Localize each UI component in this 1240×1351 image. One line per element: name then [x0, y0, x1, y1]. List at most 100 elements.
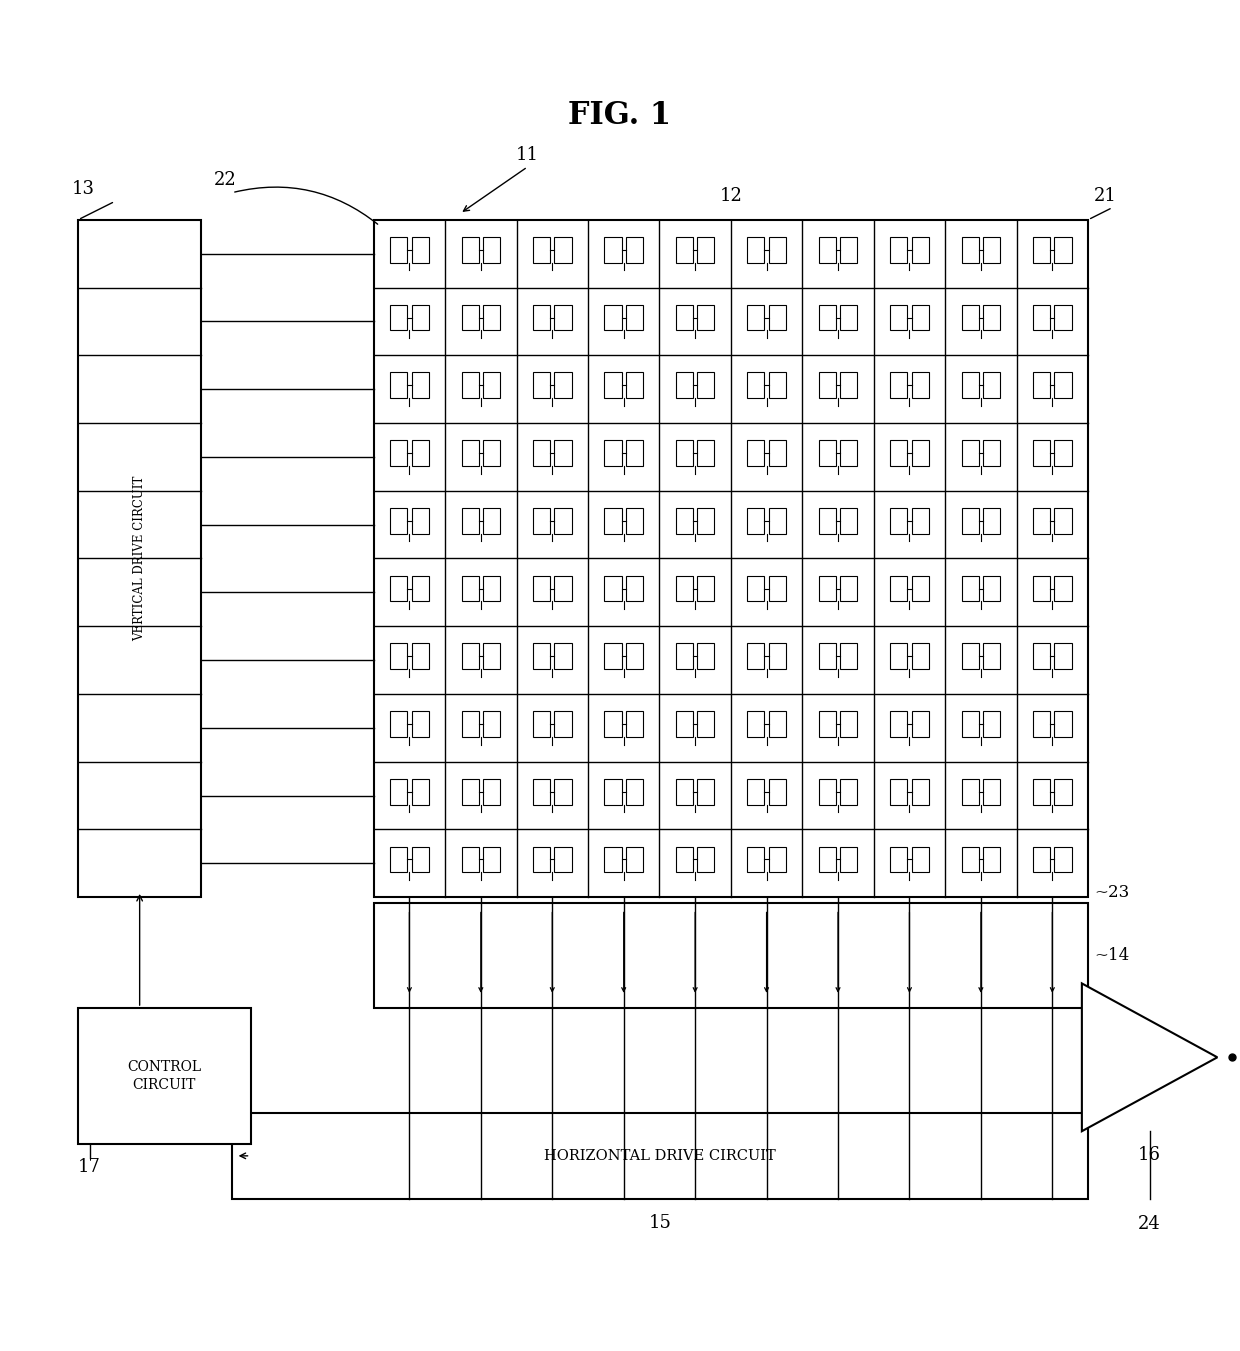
- Bar: [911, 847, 929, 873]
- Bar: [626, 780, 644, 805]
- Bar: [748, 508, 764, 534]
- Bar: [697, 440, 714, 466]
- Bar: [533, 780, 551, 805]
- Text: 24: 24: [1138, 1215, 1161, 1233]
- Bar: [818, 780, 836, 805]
- Bar: [841, 711, 857, 736]
- Bar: [911, 780, 929, 805]
- Bar: [1033, 576, 1050, 601]
- Bar: [1033, 440, 1050, 466]
- Bar: [769, 305, 786, 331]
- Bar: [604, 643, 621, 669]
- Bar: [769, 643, 786, 669]
- Bar: [983, 373, 1001, 399]
- Bar: [626, 440, 644, 466]
- Bar: [769, 440, 786, 466]
- Bar: [769, 508, 786, 534]
- Bar: [890, 847, 908, 873]
- Bar: [482, 711, 500, 736]
- Bar: [391, 643, 407, 669]
- Bar: [818, 373, 836, 399]
- Bar: [78, 220, 201, 897]
- Bar: [841, 305, 857, 331]
- Bar: [533, 440, 551, 466]
- Bar: [818, 643, 836, 669]
- Bar: [554, 643, 572, 669]
- Text: 17: 17: [78, 1158, 100, 1177]
- Bar: [890, 643, 908, 669]
- Bar: [533, 305, 551, 331]
- Bar: [1054, 236, 1071, 262]
- Bar: [461, 711, 479, 736]
- Bar: [697, 847, 714, 873]
- Bar: [1033, 236, 1050, 262]
- Bar: [604, 236, 621, 262]
- Bar: [983, 643, 1001, 669]
- Bar: [676, 643, 693, 669]
- Text: 12: 12: [719, 186, 743, 205]
- Bar: [1033, 305, 1050, 331]
- Bar: [961, 508, 978, 534]
- Bar: [461, 508, 479, 534]
- Bar: [533, 236, 551, 262]
- Bar: [818, 305, 836, 331]
- Bar: [461, 305, 479, 331]
- Bar: [391, 847, 407, 873]
- Bar: [818, 847, 836, 873]
- Bar: [461, 373, 479, 399]
- Text: VERTICAL DRIVE CIRCUIT: VERTICAL DRIVE CIRCUIT: [133, 476, 146, 642]
- Bar: [232, 1113, 1087, 1198]
- Bar: [911, 440, 929, 466]
- Bar: [697, 236, 714, 262]
- Bar: [841, 508, 857, 534]
- Bar: [412, 236, 429, 262]
- Bar: [482, 373, 500, 399]
- Bar: [554, 508, 572, 534]
- Bar: [961, 440, 978, 466]
- Bar: [961, 373, 978, 399]
- Bar: [78, 1008, 250, 1143]
- Bar: [461, 236, 479, 262]
- Bar: [412, 373, 429, 399]
- Bar: [604, 508, 621, 534]
- Bar: [461, 780, 479, 805]
- Bar: [748, 711, 764, 736]
- Bar: [676, 373, 693, 399]
- Bar: [769, 373, 786, 399]
- Bar: [373, 220, 1087, 897]
- Text: 15: 15: [649, 1213, 672, 1232]
- Text: ~23: ~23: [1094, 884, 1130, 901]
- Bar: [676, 847, 693, 873]
- Bar: [676, 236, 693, 262]
- Bar: [391, 711, 407, 736]
- Bar: [697, 780, 714, 805]
- Bar: [1054, 847, 1071, 873]
- Bar: [604, 847, 621, 873]
- Bar: [769, 847, 786, 873]
- Bar: [983, 440, 1001, 466]
- Text: 21: 21: [1094, 186, 1117, 205]
- Bar: [482, 847, 500, 873]
- Bar: [983, 305, 1001, 331]
- Bar: [676, 305, 693, 331]
- Bar: [533, 643, 551, 669]
- Bar: [1054, 643, 1071, 669]
- Bar: [890, 711, 908, 736]
- Bar: [533, 576, 551, 601]
- Bar: [626, 643, 644, 669]
- Text: CONTROL
CIRCUIT: CONTROL CIRCUIT: [128, 1059, 201, 1092]
- Bar: [983, 236, 1001, 262]
- Bar: [1033, 373, 1050, 399]
- Bar: [890, 440, 908, 466]
- Bar: [911, 305, 929, 331]
- Bar: [482, 576, 500, 601]
- Bar: [391, 373, 407, 399]
- Text: 22: 22: [213, 172, 237, 189]
- Bar: [412, 847, 429, 873]
- Bar: [1054, 373, 1071, 399]
- Text: 16: 16: [1138, 1146, 1161, 1165]
- Bar: [482, 440, 500, 466]
- Bar: [818, 508, 836, 534]
- Bar: [961, 236, 978, 262]
- Bar: [554, 847, 572, 873]
